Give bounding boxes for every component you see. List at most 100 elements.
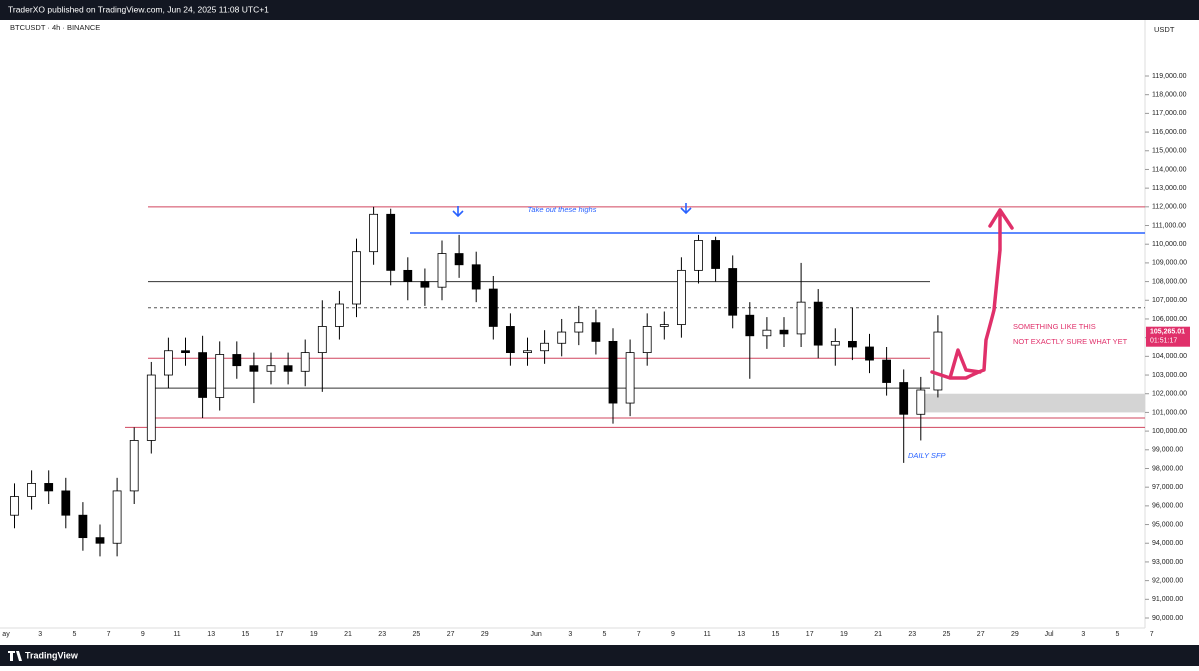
x-tick-label: 7 xyxy=(637,631,641,638)
candle-body xyxy=(523,350,532,354)
y-tick-label: 113,000.00 xyxy=(1152,185,1187,192)
y-tick-label: 106,000.00 xyxy=(1152,316,1187,323)
x-tick-label: 21 xyxy=(344,631,352,638)
x-tick-label: 21 xyxy=(874,631,882,638)
candle-body xyxy=(386,213,396,271)
candle-body xyxy=(10,496,19,516)
bottom-bar xyxy=(0,645,1199,666)
x-tick-label: 11 xyxy=(173,631,180,638)
y-tick-label: 100,000.00 xyxy=(1152,428,1187,435)
candle-body xyxy=(249,365,259,372)
y-tick-label: 114,000.00 xyxy=(1152,166,1187,173)
candle-body xyxy=(300,352,310,372)
y-tick-label: 117,000.00 xyxy=(1152,110,1187,117)
x-tick-label: 5 xyxy=(603,631,607,638)
candle-body xyxy=(129,440,139,492)
candle-body xyxy=(471,264,481,290)
candle-body xyxy=(728,268,738,316)
y-tick-label: 90,000.00 xyxy=(1152,615,1183,622)
price-label: 105,265.01 xyxy=(1150,329,1185,336)
candle-body xyxy=(181,350,190,354)
y-tick-label: 101,000.00 xyxy=(1152,409,1187,416)
candle-body xyxy=(488,288,498,327)
y-tick-label: 119,000.00 xyxy=(1152,73,1187,80)
candle-body xyxy=(677,269,686,325)
candle-body xyxy=(317,326,327,354)
x-tick-label: 3 xyxy=(38,631,42,638)
x-tick-label: 11 xyxy=(703,631,710,638)
x-tick-label: 7 xyxy=(107,631,111,638)
candle-body xyxy=(779,329,789,335)
y-tick-label: 112,000.00 xyxy=(1152,204,1187,211)
candle-body xyxy=(882,359,891,383)
x-tick-label: 17 xyxy=(276,631,284,638)
candle-body xyxy=(865,346,874,361)
x-tick-label: 3 xyxy=(1081,631,1085,638)
candle-body xyxy=(813,301,823,346)
annotation: Take out these highs xyxy=(528,205,597,214)
x-tick-label: 7 xyxy=(1150,631,1154,638)
brand: TradingView xyxy=(25,650,79,660)
candle-body xyxy=(403,269,413,282)
y-tick-label: 104,000.00 xyxy=(1152,353,1187,360)
y-tick-label: 98,000.00 xyxy=(1152,465,1183,472)
x-tick-label: 25 xyxy=(943,631,951,638)
x-tick-label: 23 xyxy=(378,631,386,638)
x-tick-label: 15 xyxy=(242,631,250,638)
x-tick-label: Jun xyxy=(530,631,541,638)
x-tick-label: Jul xyxy=(1045,631,1054,638)
x-tick-label: 5 xyxy=(1116,631,1120,638)
candle-body xyxy=(505,326,515,354)
x-tick-label: 5 xyxy=(72,631,76,638)
candle-body xyxy=(27,483,37,497)
annotation: DAILY SFP xyxy=(908,451,946,460)
price-tag xyxy=(1146,326,1190,347)
x-tick-label: ay xyxy=(2,631,10,638)
y-tick-label: 116,000.00 xyxy=(1152,129,1187,136)
y-tick-label: 96,000.00 xyxy=(1152,503,1183,510)
x-tick-label: 13 xyxy=(737,631,745,638)
candle-body xyxy=(334,303,344,327)
y-tick-label: 103,000.00 xyxy=(1152,372,1187,379)
candle-body xyxy=(95,537,105,544)
y-tick-label: 97,000.00 xyxy=(1152,484,1183,491)
y-tick-label: 118,000.00 xyxy=(1152,92,1187,99)
candle-body xyxy=(899,382,909,415)
countdown: 01:51:17 xyxy=(1150,338,1177,345)
arrow-marker xyxy=(452,203,692,218)
y-tick-label: 109,000.00 xyxy=(1152,260,1187,267)
y-tick-label: 94,000.00 xyxy=(1152,540,1183,547)
candle-body xyxy=(796,301,806,335)
candle-body xyxy=(112,490,122,544)
candle-body xyxy=(232,354,242,367)
candle-body xyxy=(61,490,71,516)
y-tick-label: 95,000.00 xyxy=(1152,521,1183,528)
candle-body xyxy=(420,281,430,288)
candle-body xyxy=(44,483,54,492)
zone xyxy=(920,393,1145,413)
x-tick-label: 17 xyxy=(806,631,814,638)
x-tick-label: 13 xyxy=(207,631,215,638)
candle-body xyxy=(762,329,772,337)
symbol: BTCUSDT · 4h · BINANCE xyxy=(10,23,100,32)
candle-body xyxy=(591,322,601,342)
x-tick-label: 27 xyxy=(977,631,985,638)
y-tick-label: 91,000.00 xyxy=(1152,596,1183,603)
top-bar xyxy=(0,0,1199,20)
y-tick-label: 111,000.00 xyxy=(1152,222,1186,229)
candle-body xyxy=(642,326,652,354)
candle-body xyxy=(625,352,635,404)
y-tick-label: 93,000.00 xyxy=(1152,559,1183,566)
candle-body xyxy=(163,350,173,376)
candle-body xyxy=(198,352,208,398)
annotation: NOT EXACTLY SURE WHAT YET xyxy=(1013,337,1128,346)
candle-body xyxy=(215,354,225,398)
candle-body xyxy=(283,365,293,372)
drawn-arrow xyxy=(930,208,1014,380)
y-tick-label: 108,000.00 xyxy=(1152,278,1187,285)
candle-body xyxy=(437,253,447,288)
candle-body xyxy=(933,331,943,391)
candle-body xyxy=(557,331,567,344)
y-tick-label: 92,000.00 xyxy=(1152,577,1183,584)
